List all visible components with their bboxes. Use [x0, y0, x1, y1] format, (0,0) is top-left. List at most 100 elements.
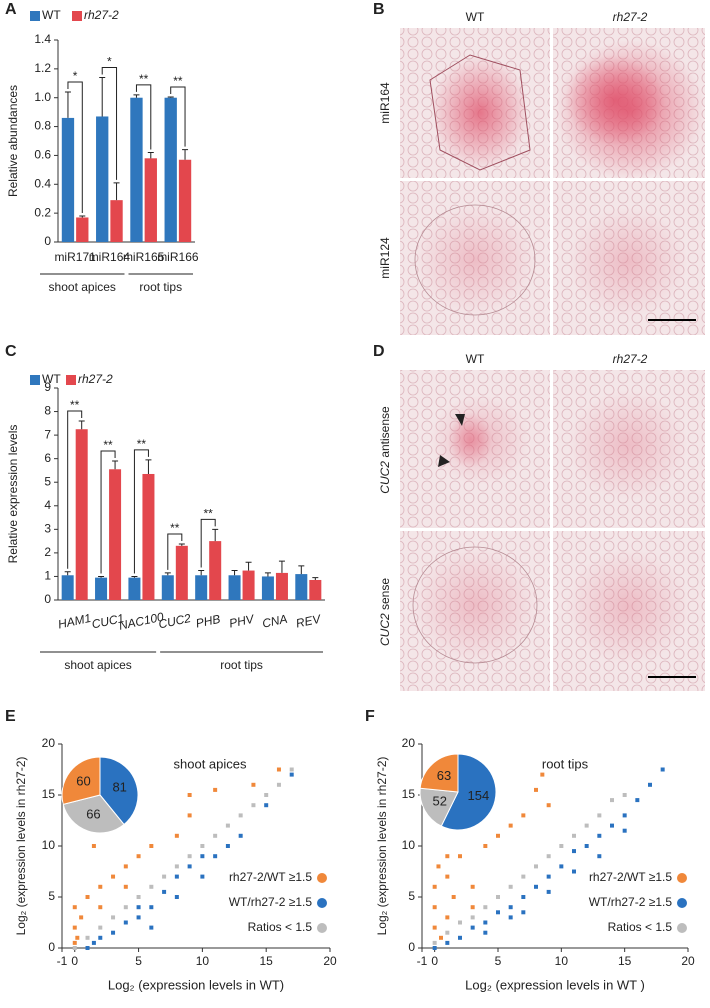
scatter-point — [289, 767, 294, 772]
y-tick-label: 9 — [44, 380, 51, 394]
scatter-point — [264, 803, 269, 808]
bar — [261, 576, 274, 600]
scatter-point — [72, 925, 77, 930]
scatter-point — [91, 844, 96, 848]
scatter-point — [91, 940, 96, 945]
scatter-point — [79, 915, 84, 920]
scatter-point — [660, 767, 665, 772]
legend-label: rh27-2 — [84, 8, 119, 22]
scatter-point — [483, 844, 488, 848]
y-tick-label: 5 — [44, 474, 51, 488]
error-bar — [231, 570, 238, 576]
scatter-point — [483, 930, 488, 935]
scatter-point — [225, 844, 230, 848]
panel-letter: B — [373, 1, 385, 18]
y-tick-label: 0 — [44, 592, 51, 606]
scatter-point — [483, 905, 488, 910]
significance-bracket — [135, 84, 152, 150]
y-tick-label: 10 — [42, 838, 56, 852]
significance-bracket — [100, 450, 116, 574]
significance-label: ** — [70, 398, 80, 412]
scatter-point — [597, 833, 602, 838]
scatter-point — [123, 884, 128, 889]
scatter-point — [187, 854, 192, 859]
legend-label: Ratios < 1.5 — [248, 920, 313, 934]
scatter-point — [445, 854, 450, 859]
panel-letter: F — [365, 708, 375, 725]
scatter-point — [98, 884, 103, 889]
column-label: rh27-2 — [613, 352, 648, 366]
scatter-point — [540, 772, 545, 777]
pie-slice — [440, 753, 497, 831]
tissue-outline — [429, 54, 531, 171]
chart-title: shoot apices — [174, 756, 247, 771]
scatter-point — [648, 782, 652, 787]
bar — [75, 429, 88, 600]
x-tick-label: 5 — [495, 954, 502, 968]
scatter-point — [521, 895, 526, 899]
scatter-point — [72, 905, 77, 910]
scatter-point — [483, 920, 488, 925]
significance-label: ** — [137, 437, 147, 451]
scatter-point — [432, 940, 437, 945]
significance-label: ** — [170, 521, 180, 535]
scatter-point — [597, 813, 602, 818]
x-axis-label: Log₂ (expression levels in WT) — [108, 977, 284, 992]
scatter-point — [111, 930, 116, 935]
y-tick-label: 1.0 — [34, 90, 51, 104]
bar — [144, 158, 157, 242]
bar — [228, 575, 241, 600]
significance-bracket — [167, 533, 183, 570]
scatter-point — [584, 844, 589, 848]
scatter-point — [534, 884, 538, 889]
y-tick-label: 10 — [402, 838, 416, 852]
y-tick-label: 20 — [42, 736, 56, 750]
significance-bracket — [200, 518, 216, 568]
row-label: CUC2 antisense — [378, 406, 392, 494]
pie-label: 60 — [76, 774, 90, 789]
legend-swatch — [66, 375, 76, 385]
y-tick-label: 20 — [402, 736, 416, 750]
panel-letter: A — [5, 1, 17, 18]
scatter-point — [439, 935, 443, 940]
scatter-point — [546, 889, 551, 894]
scatter-point — [445, 930, 450, 935]
legend-label: WT — [42, 372, 61, 386]
bar — [164, 97, 177, 242]
legend-swatch — [30, 11, 40, 21]
bar — [295, 574, 308, 600]
scatter-point — [432, 946, 437, 950]
significance-bracket — [67, 410, 83, 569]
x-tick-label: -1 — [417, 954, 428, 968]
bar — [175, 545, 188, 600]
scatter-point — [75, 935, 80, 940]
panel-letter: E — [5, 708, 16, 725]
scatter-point — [458, 854, 462, 859]
scatter-point — [136, 915, 141, 920]
tissue-stain — [566, 549, 690, 665]
legend-marker — [677, 923, 687, 933]
error-bar — [178, 543, 185, 546]
scatter-point — [136, 905, 141, 910]
scatter-point — [635, 798, 640, 803]
y-tick-label: 0.6 — [34, 148, 51, 162]
chart-title: root tips — [542, 756, 589, 771]
scatter-point — [264, 793, 269, 797]
scatter-point — [149, 844, 154, 848]
group-label: shoot apices — [64, 658, 131, 672]
x-tick-label: REV — [295, 612, 323, 631]
scatter-point — [149, 905, 154, 910]
y-tick-label: 0 — [408, 940, 415, 954]
error-bar — [147, 152, 154, 159]
scatter-point — [534, 864, 538, 869]
scatter-point — [174, 874, 179, 879]
pie-slice — [99, 756, 139, 826]
pie-slice — [419, 787, 459, 827]
error-bar — [79, 215, 86, 218]
y-tick-label: 15 — [402, 787, 416, 801]
scatter-point — [445, 915, 450, 920]
scatter-point — [123, 905, 128, 910]
micrograph-panel-d: D WT rh27-2 CUC2 antisense CUC2 sense — [373, 343, 705, 691]
bar — [96, 116, 109, 242]
y-tick-label: 0 — [44, 234, 51, 248]
